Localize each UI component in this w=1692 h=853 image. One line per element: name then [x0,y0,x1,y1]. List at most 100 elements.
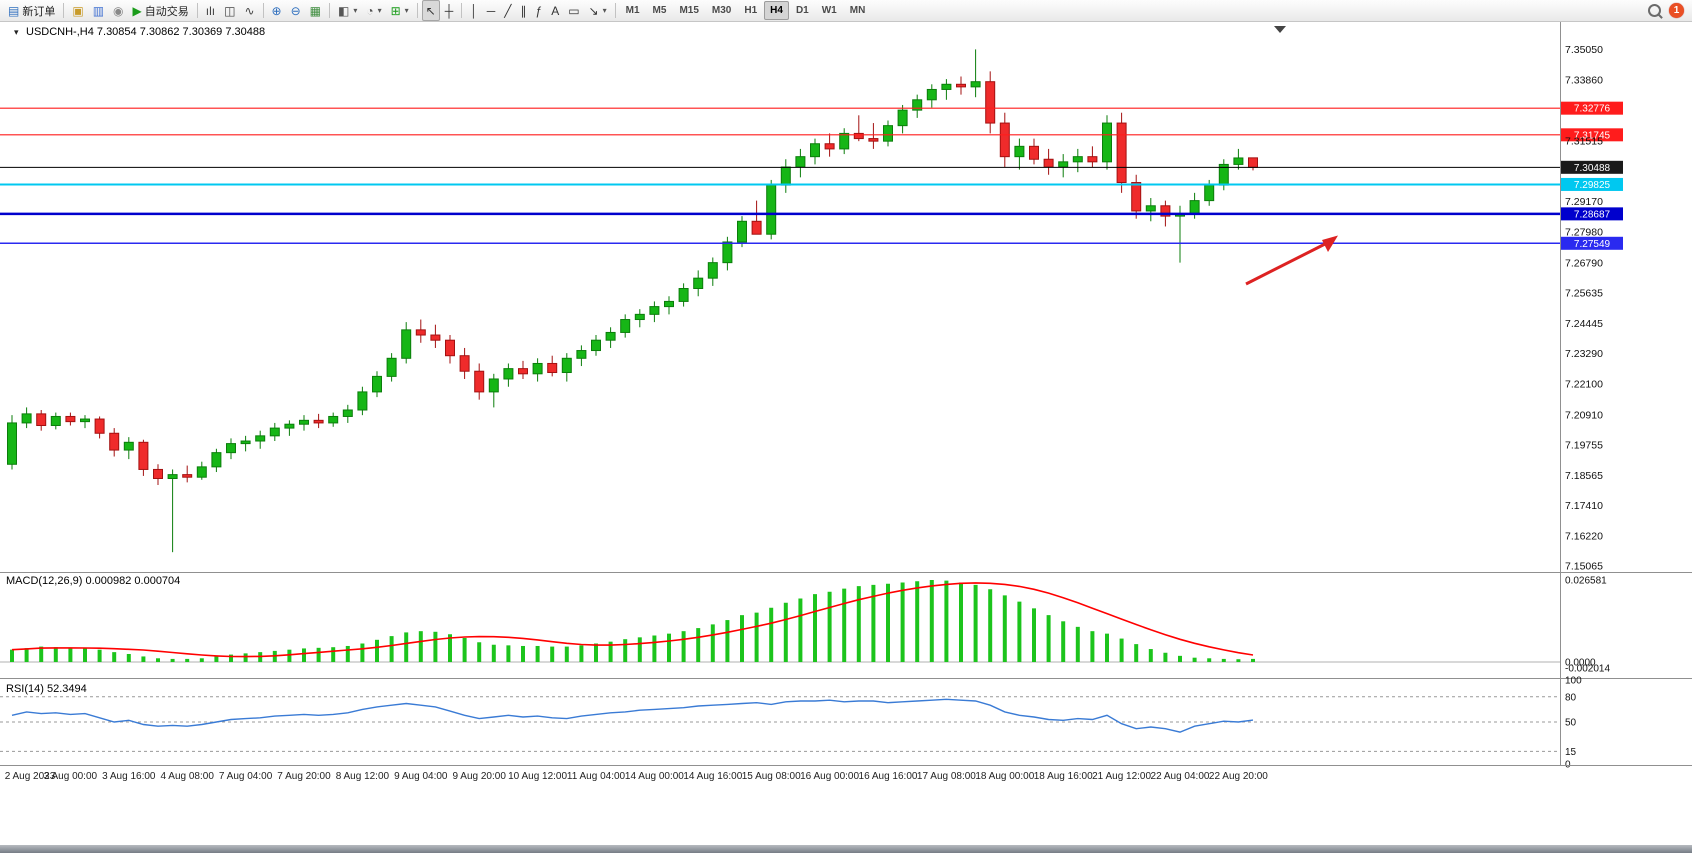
fibonacci-button[interactable]: ƒ [532,0,547,21]
timeframe-m15-button[interactable]: M15 [679,5,699,16]
price-axis[interactable] [1561,22,1691,765]
arrows-button[interactable]: ↘ ▾ [585,0,611,21]
indicators-button[interactable]: ⊞ ▾ [387,0,413,21]
candle [182,465,193,483]
metaquotes-community-button[interactable]: ◉ [109,0,127,21]
indicators-icon: ⊞ [390,3,401,18]
new-chart-button[interactable]: ◧ ▾ [334,0,361,21]
horizontal-line-icon: ─ [486,3,496,18]
candle [707,257,718,286]
trend-arrow-annotation[interactable] [1245,235,1338,286]
auto-trading-button[interactable]: ▶ 自动交易 [129,0,193,21]
rsi-axis-label: 15 [1565,747,1577,758]
candle [196,461,207,480]
periods-button[interactable]: ◔ ▾ [362,0,385,21]
timeframe-h1-button[interactable]: H1 [744,5,758,16]
timeframe-h4-button[interactable]: H4 [764,1,789,20]
candle [1131,174,1142,219]
candle [430,324,441,348]
text-button[interactable]: A [547,0,563,21]
candle [459,347,470,379]
notification-badge[interactable]: 1 [1669,3,1684,18]
timeframe-m5-button[interactable]: M5 [652,5,667,16]
candle [853,115,864,142]
equidistant-channel-button[interactable]: ∥ [517,0,531,21]
candle [269,422,280,442]
line-chart-button[interactable]: ∿ [240,0,258,21]
time-axis-label: 14 Aug 16:00 [683,771,742,782]
search-icon[interactable] [1648,4,1661,17]
vertical-line-icon: │ [470,3,478,18]
level-price-tag [1561,101,1623,115]
time-axis-label: 18 Aug 00:00 [975,771,1034,782]
chart-window-button[interactable]: ▣ [68,0,87,21]
chart-plot-area[interactable] [0,22,1560,573]
candle [255,430,266,449]
level-price-tag-text: 7.30488 [1574,163,1611,174]
candle [386,353,397,382]
price-axis-label: 7.23290 [1565,348,1603,360]
tile-windows-button[interactable]: ▦ [306,0,325,21]
candle [737,216,747,248]
timeframe-mn-button[interactable]: MN [849,5,866,16]
level-price-tag-text: 7.31745 [1574,130,1611,141]
zoom-in-button[interactable]: ⊕ [268,0,286,21]
price-axis-label: 7.33860 [1565,75,1603,87]
candle [328,412,339,427]
timeframe-d1-button[interactable]: D1 [795,5,809,16]
candle [766,179,777,240]
price-axis-label: 7.27980 [1565,227,1603,239]
price-axis-label: 7.25635 [1565,287,1603,299]
price-axis-label: 7.31515 [1565,135,1603,147]
price-axis-label: 7.16220 [1565,531,1603,543]
bar-chart-button[interactable]: ılı [202,0,219,21]
profiles-button[interactable]: ▥ [89,0,108,21]
horizontal-line-button[interactable]: ─ [483,0,500,21]
vertical-line-button[interactable]: │ [466,0,482,21]
toolbar-divider [328,3,330,18]
candle [1233,148,1244,170]
cursor-button[interactable]: ↖ [421,0,440,21]
toolbar-divider [63,3,65,18]
level-price-tag [1561,177,1623,191]
rsi-axis-label: 100 [1565,676,1582,687]
crosshair-button[interactable]: ┼ [441,0,458,21]
time-axis-label: 10 Aug 12:00 [508,771,567,782]
timeframe-m1-button[interactable]: M1 [625,5,640,16]
chart-region: 7.32776 7.31745 7.30488 7.29825 7.28687 7.275… [0,22,1692,788]
timeframe-w1-button[interactable]: W1 [821,5,837,16]
text-label-icon: ▭ [568,3,580,18]
arrows-icon: ↘ [588,3,599,18]
candle [7,415,17,470]
candle [547,355,558,377]
candlestick-chart-button[interactable]: ◫ [220,0,239,21]
time-axis[interactable] [0,766,1560,788]
time-axis-label: 22 Aug 04:00 [1151,771,1210,782]
zoom-in-icon: ⊕ [271,3,282,18]
new-order-button[interactable]: ▤ 新订单 [4,0,59,21]
time-axis-label: 21 Aug 12:00 [1092,771,1151,782]
candle [722,236,733,271]
bar-chart-icon: ılı [205,3,216,18]
candle [926,84,937,108]
candle [226,438,236,460]
candle [985,71,996,134]
candle [912,94,923,118]
timeframe-m30-button[interactable]: M30 [711,5,732,16]
chart-menu-icon[interactable]: ▾ [14,27,19,37]
metaquotes-community-icon: ◉ [113,3,124,18]
price-axis-label: 7.26790 [1565,257,1603,269]
candle [21,407,32,429]
price-axis-label: 7.19755 [1565,439,1603,451]
text-label-button[interactable]: ▭ [564,0,583,21]
candle [357,386,368,416]
auto-trading-icon: ▶ [132,3,142,18]
trendline-button[interactable]: ╱ [500,0,515,21]
candle [518,360,528,379]
chart-shift-marker[interactable] [1274,26,1286,33]
candle [80,415,90,429]
zoom-out-button[interactable]: ⊖ [287,0,305,21]
trendline-icon: ╱ [504,3,512,18]
new-order-icon: ▤ [8,3,20,18]
line-chart-icon: ∿ [244,3,255,18]
